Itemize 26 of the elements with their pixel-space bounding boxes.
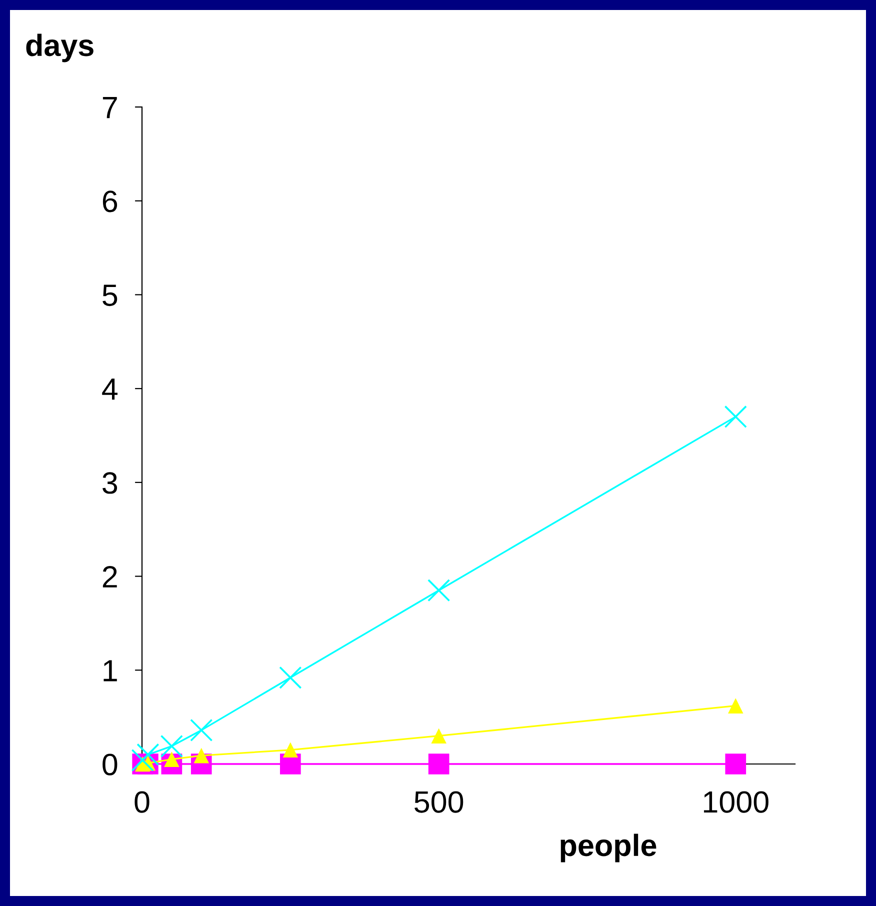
y-tick-label: 5 <box>102 284 118 306</box>
y-tick-label: 1 <box>104 660 117 682</box>
y-tick-label: 0 <box>102 754 118 776</box>
x-tick-label: 1000 <box>704 791 768 813</box>
y-axis-title: days <box>26 34 94 62</box>
point <box>428 754 450 774</box>
point <box>131 748 154 772</box>
x-tick-label: 0 <box>134 791 150 813</box>
y-tick-label: 3 <box>102 472 118 494</box>
x-axis-title: people <box>560 834 656 862</box>
point <box>279 666 302 689</box>
y-tick-label: 2 <box>102 566 117 588</box>
point <box>160 734 184 758</box>
point <box>431 728 446 744</box>
y-tick-label: 4 <box>102 378 118 400</box>
point <box>194 748 210 764</box>
point <box>427 579 450 602</box>
point <box>728 698 744 714</box>
point <box>282 742 298 758</box>
point <box>190 718 213 742</box>
x-tick-label: 500 <box>414 791 464 813</box>
y-tick-label: 6 <box>102 190 118 212</box>
y-tick-label: 7 <box>102 97 117 118</box>
point <box>725 754 746 774</box>
point <box>724 405 747 428</box>
point <box>136 743 160 766</box>
